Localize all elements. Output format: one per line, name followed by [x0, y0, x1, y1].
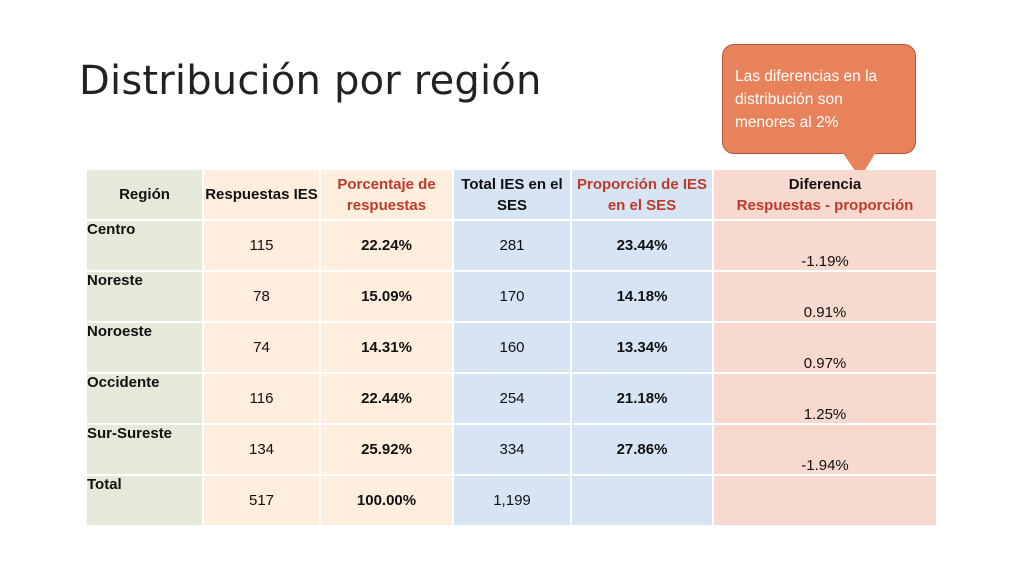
- cell-proporcion: 27.86%: [572, 425, 714, 476]
- cell-diferencia: -1.94%: [714, 425, 938, 476]
- header-diferencia-subtitle: Respuestas - proporción: [736, 196, 914, 214]
- cell-proporcion: 13.34%: [572, 323, 714, 374]
- header-diferencia-title: Diferencia: [788, 175, 862, 193]
- cell-diferencia: 1.25%: [714, 374, 938, 425]
- cell-respuestas: 115: [204, 221, 321, 272]
- cell-proporcion: [572, 476, 714, 527]
- region-distribution-table: Región Respuestas IES Porcentaje de resp…: [87, 170, 938, 527]
- cell-respuestas: 116: [204, 374, 321, 425]
- table-row: Sur-Sureste 134 25.92% 334 27.86% -1.94%: [87, 425, 938, 476]
- slide-title: Distribución por región: [79, 58, 542, 104]
- cell-porcentaje: 15.09%: [321, 272, 454, 323]
- cell-porcentaje: 25.92%: [321, 425, 454, 476]
- cell-porcentaje: 100.00%: [321, 476, 454, 527]
- header-total-ies: Total IES en el SES: [454, 170, 572, 221]
- cell-total-ies: 170: [454, 272, 572, 323]
- cell-region: Sur-Sureste: [87, 425, 204, 476]
- cell-region: Noreste: [87, 272, 204, 323]
- cell-proporcion: 14.18%: [572, 272, 714, 323]
- cell-respuestas: 78: [204, 272, 321, 323]
- header-respuestas: Respuestas IES: [204, 170, 321, 221]
- cell-respuestas: 517: [204, 476, 321, 527]
- cell-respuestas: 74: [204, 323, 321, 374]
- cell-region: Total: [87, 476, 204, 527]
- cell-diferencia: [714, 476, 938, 527]
- callout-note: Las diferencias en la distribución son m…: [722, 44, 916, 154]
- cell-respuestas: 134: [204, 425, 321, 476]
- header-porcentaje: Porcentaje de respuestas: [321, 170, 454, 221]
- cell-proporcion: 21.18%: [572, 374, 714, 425]
- table-row: Occidente 116 22.44% 254 21.18% 1.25%: [87, 374, 938, 425]
- table-row-total: Total 517 100.00% 1,199: [87, 476, 938, 527]
- cell-total-ies: 1,199: [454, 476, 572, 527]
- cell-region: Occidente: [87, 374, 204, 425]
- header-region: Región: [87, 170, 204, 221]
- header-proporcion: Proporción de IES en el SES: [572, 170, 714, 221]
- cell-porcentaje: 14.31%: [321, 323, 454, 374]
- table-row: Centro 115 22.24% 281 23.44% -1.19%: [87, 221, 938, 272]
- cell-diferencia: 0.91%: [714, 272, 938, 323]
- cell-total-ies: 254: [454, 374, 572, 425]
- cell-region: Noroeste: [87, 323, 204, 374]
- table-header-row: Región Respuestas IES Porcentaje de resp…: [87, 170, 938, 221]
- cell-region: Centro: [87, 221, 204, 272]
- cell-proporcion: 23.44%: [572, 221, 714, 272]
- cell-diferencia: -1.19%: [714, 221, 938, 272]
- table-row: Noreste 78 15.09% 170 14.18% 0.91%: [87, 272, 938, 323]
- header-diferencia: Diferencia Respuestas - proporción: [714, 170, 938, 221]
- cell-total-ies: 160: [454, 323, 572, 374]
- cell-porcentaje: 22.44%: [321, 374, 454, 425]
- table-row: Noroeste 74 14.31% 160 13.34% 0.97%: [87, 323, 938, 374]
- callout-text: Las diferencias en la distribución son m…: [735, 68, 878, 131]
- cell-porcentaje: 22.24%: [321, 221, 454, 272]
- cell-total-ies: 334: [454, 425, 572, 476]
- cell-total-ies: 281: [454, 221, 572, 272]
- cell-diferencia: 0.97%: [714, 323, 938, 374]
